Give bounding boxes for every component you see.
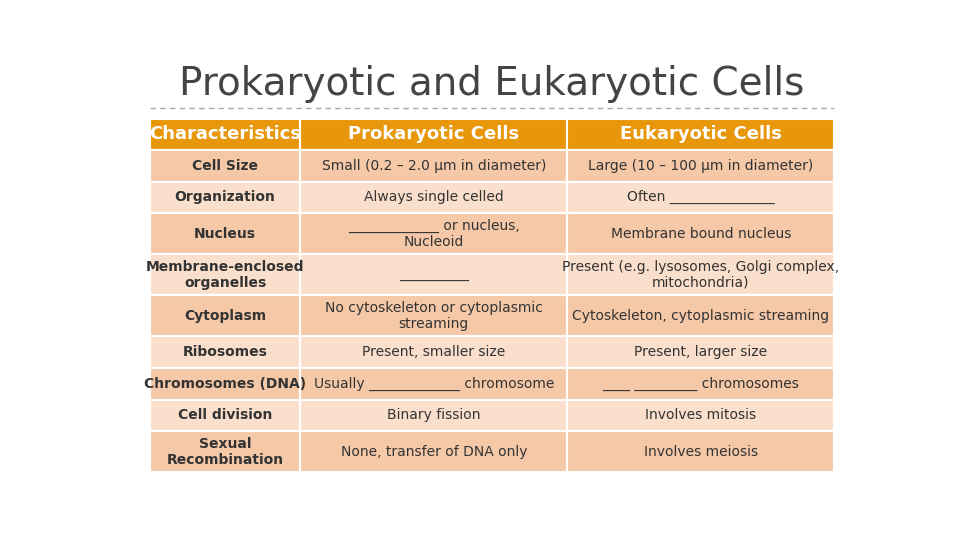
Text: Sexual
Recombination: Sexual Recombination [166,437,283,467]
FancyBboxPatch shape [300,181,567,213]
Text: Cell division: Cell division [178,408,273,422]
FancyBboxPatch shape [300,368,567,400]
FancyBboxPatch shape [567,213,834,254]
FancyBboxPatch shape [300,431,567,472]
Text: Cytoplasm: Cytoplasm [184,309,266,323]
FancyBboxPatch shape [567,119,834,150]
Text: Always single celled: Always single celled [364,191,504,205]
FancyBboxPatch shape [567,254,834,295]
Text: Usually _____________ chromosome: Usually _____________ chromosome [314,377,554,391]
FancyBboxPatch shape [567,150,834,181]
Text: Often _______________: Often _______________ [627,191,775,205]
Text: Cytoskeleton, cytoplasmic streaming: Cytoskeleton, cytoplasmic streaming [572,309,829,323]
FancyBboxPatch shape [150,431,300,472]
Text: Binary fission: Binary fission [387,408,481,422]
Text: Present (e.g. lysosomes, Golgi complex,
mitochondria): Present (e.g. lysosomes, Golgi complex, … [563,260,839,290]
Text: Prokaryotic Cells: Prokaryotic Cells [348,125,519,144]
FancyBboxPatch shape [300,295,567,336]
FancyBboxPatch shape [150,400,300,431]
Text: ____ _________ chromosomes: ____ _________ chromosomes [602,377,800,391]
Text: Ribosomes: Ribosomes [182,345,268,359]
Text: Cell Size: Cell Size [192,159,258,173]
FancyBboxPatch shape [300,254,567,295]
FancyBboxPatch shape [150,119,300,150]
FancyBboxPatch shape [567,336,834,368]
Text: Organization: Organization [175,191,276,205]
Text: Chromosomes (DNA): Chromosomes (DNA) [144,377,306,391]
FancyBboxPatch shape [567,431,834,472]
FancyBboxPatch shape [300,150,567,181]
Text: Characteristics: Characteristics [149,125,301,144]
Text: Present, larger size: Present, larger size [635,345,767,359]
FancyBboxPatch shape [567,181,834,213]
FancyBboxPatch shape [300,336,567,368]
Text: Membrane bound nucleus: Membrane bound nucleus [611,227,791,241]
Text: No cytoskeleton or cytoplasmic
streaming: No cytoskeleton or cytoplasmic streaming [324,301,542,331]
Text: Involves mitosis: Involves mitosis [645,408,756,422]
FancyBboxPatch shape [567,295,834,336]
FancyBboxPatch shape [150,213,300,254]
FancyBboxPatch shape [150,295,300,336]
Text: Nucleus: Nucleus [194,227,256,241]
Text: Large (10 – 100 μm in diameter): Large (10 – 100 μm in diameter) [588,159,813,173]
Text: _____________ or nucleus,
Nucleoid: _____________ or nucleus, Nucleoid [348,219,519,249]
FancyBboxPatch shape [150,181,300,213]
Text: Eukaryotic Cells: Eukaryotic Cells [620,125,781,144]
FancyBboxPatch shape [300,119,567,150]
Text: Involves meiosis: Involves meiosis [644,445,757,459]
Text: Membrane-enclosed
organelles: Membrane-enclosed organelles [146,260,304,290]
FancyBboxPatch shape [150,150,300,181]
Text: Prokaryotic and Eukaryotic Cells: Prokaryotic and Eukaryotic Cells [180,64,804,103]
FancyBboxPatch shape [150,368,300,400]
Text: None, transfer of DNA only: None, transfer of DNA only [341,445,527,459]
FancyBboxPatch shape [567,400,834,431]
FancyBboxPatch shape [567,368,834,400]
FancyBboxPatch shape [150,336,300,368]
FancyBboxPatch shape [300,400,567,431]
Text: Small (0.2 – 2.0 μm in diameter): Small (0.2 – 2.0 μm in diameter) [322,159,546,173]
FancyBboxPatch shape [150,254,300,295]
FancyBboxPatch shape [300,213,567,254]
Text: Present, smaller size: Present, smaller size [362,345,506,359]
Text: __________: __________ [398,268,468,282]
